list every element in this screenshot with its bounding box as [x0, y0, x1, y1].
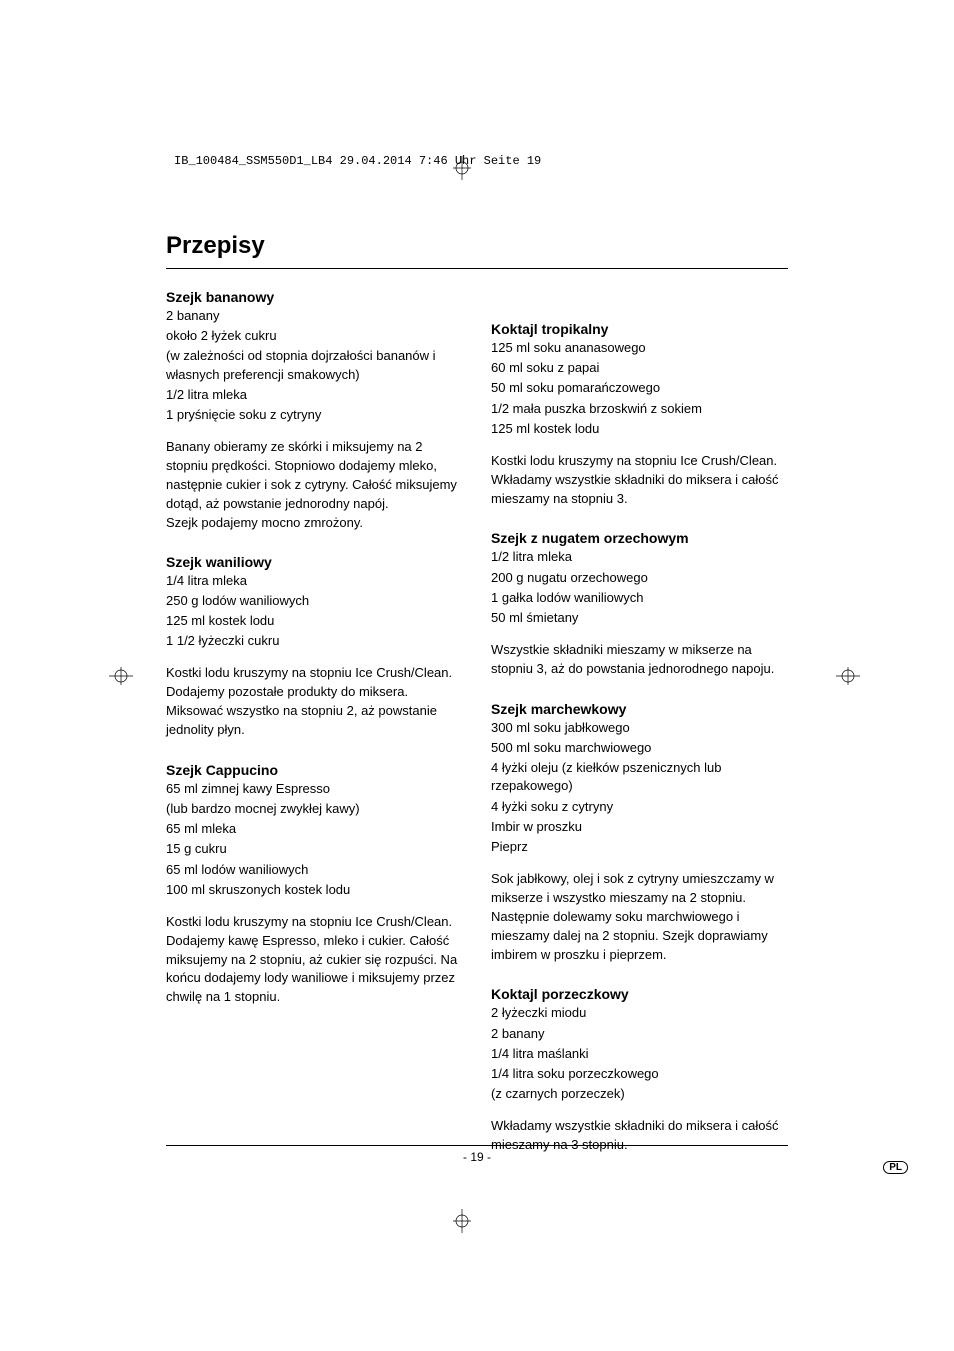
ingredient-line: 1 1/2 łyżeczki cukru [166, 632, 463, 650]
recipe-heading: Koktajl porzeczkowy [491, 986, 788, 1002]
ingredient-line: 125 ml soku ananasowego [491, 339, 788, 357]
instruction-paragraph: Kostki lodu kruszymy na stopniu Ice Crus… [166, 664, 463, 739]
instruction-paragraph: Wszystkie składniki mieszamy w mikserze … [491, 641, 788, 679]
ingredient-line: 65 ml lodów waniliowych [166, 861, 463, 879]
ingredient-line: 500 ml soku marchwiowego [491, 739, 788, 757]
title-rule [166, 268, 788, 269]
ingredient-line: 125 ml kostek lodu [491, 420, 788, 438]
recipe-heading: Koktajl tropikalny [491, 321, 788, 337]
ingredient-line: 1/2 litra mleka [491, 548, 788, 566]
instruction-paragraph: Sok jabłkowy, olej i sok z cytryny umies… [491, 870, 788, 964]
recipe-block: Szejk waniliowy 1/4 litra mleka 250 g lodó… [166, 554, 463, 740]
ingredient-line: 2 banany [491, 1025, 788, 1043]
right-column: Koktajl tropikalny 125 ml soku ananasoweg… [491, 289, 788, 1177]
ingredient-line: 2 łyżeczki miodu [491, 1004, 788, 1022]
ingredient-line: (lub bardzo mocnej zwykłej kawy) [166, 800, 463, 818]
recipe-block: Szejk bananowy 2 banany około 2 łyżek cukr… [166, 289, 463, 532]
recipe-heading: Szejk Cappucino [166, 762, 463, 778]
ingredient-line: 1/2 litra mleka [166, 386, 463, 404]
page-title: Przepisy [166, 232, 788, 260]
instruction-paragraph: Szejk podajemy mocno zmrożony. [166, 514, 463, 532]
ingredient-line: 65 ml mleka [166, 820, 463, 838]
ingredient-line: 1/2 mała puszka brzoskwiń z sokiem [491, 400, 788, 418]
ingredient-line: 15 g cukru [166, 840, 463, 858]
ingredient-line: 50 ml śmietany [491, 609, 788, 627]
ingredient-line: 60 ml soku z papai [491, 359, 788, 377]
ingredient-line: 50 ml soku pomarańczowego [491, 379, 788, 397]
registration-mark-icon [109, 667, 133, 685]
recipe-block: Szejk z nugatem orzechowym 1/2 litra mlek… [491, 530, 788, 678]
recipe-block: Szejk marchewkowy 300 ml soku jabłkowego 5… [491, 701, 788, 965]
ingredient-line: (z czarnych porzeczek) [491, 1085, 788, 1103]
instruction-paragraph: Kostki lodu kruszymy na stopniu Ice Crus… [166, 913, 463, 1007]
language-badge: PL [883, 1161, 908, 1174]
ingredient-line: 1 gałka lodów waniliowych [491, 589, 788, 607]
ingredient-line: Pieprz [491, 838, 788, 856]
ingredient-line: 65 ml zimnej kawy Espresso [166, 780, 463, 798]
registration-mark-icon [453, 1209, 471, 1233]
recipe-heading: Szejk z nugatem orzechowym [491, 530, 788, 546]
ingredient-line: 300 ml soku jabłkowego [491, 719, 788, 737]
ingredient-line: 1 pryśnięcie soku z cytryny [166, 406, 463, 424]
ingredient-line: 4 łyżki soku z cytryny [491, 798, 788, 816]
ingredient-line: około 2 łyżek cukru [166, 327, 463, 345]
recipe-heading: Szejk waniliowy [166, 554, 463, 570]
ingredient-line: 2 banany [166, 307, 463, 325]
ingredient-line: Imbir w proszku [491, 818, 788, 836]
ingredient-line: 1/4 litra mleka [166, 572, 463, 590]
registration-mark-icon [836, 667, 860, 685]
ingredient-line: 1/4 litra maślanki [491, 1045, 788, 1063]
ingredient-line: 100 ml skruszonych kostek lodu [166, 881, 463, 899]
recipe-block: Szejk Cappucino 65 ml zimnej kawy Espress… [166, 762, 463, 1007]
instruction-paragraph: Banany obieramy ze skórki i miksujemy na… [166, 438, 463, 513]
ingredient-line: 250 g lodów waniliowych [166, 592, 463, 610]
footer-rule [166, 1145, 788, 1146]
recipe-block: Koktajl tropikalny 125 ml soku ananasoweg… [491, 321, 788, 508]
left-column: Szejk bananowy 2 banany około 2 łyżek cukr… [166, 289, 463, 1177]
ingredient-line: (w zależności od stopnia dojrzałości ban… [166, 347, 463, 383]
ingredient-line: 200 g nugatu orzechowego [491, 569, 788, 587]
ingredient-line: 125 ml kostek lodu [166, 612, 463, 630]
recipe-heading: Szejk bananowy [166, 289, 463, 305]
document-header-line: IB_100484_SSM550D1_LB4 29.04.2014 7:46 U… [174, 154, 541, 168]
page-number: - 19 - [166, 1150, 788, 1164]
instruction-paragraph: Kostki lodu kruszymy na stopniu Ice Crus… [491, 452, 788, 509]
ingredient-line: 1/4 litra soku porzeczkowego [491, 1065, 788, 1083]
recipe-heading: Szejk marchewkowy [491, 701, 788, 717]
ingredient-line: 4 łyżki oleju (z kiełków pszenicznych lu… [491, 759, 788, 795]
recipe-block: Koktajl porzeczkowy 2 łyżeczki miodu 2 ban… [491, 986, 788, 1155]
